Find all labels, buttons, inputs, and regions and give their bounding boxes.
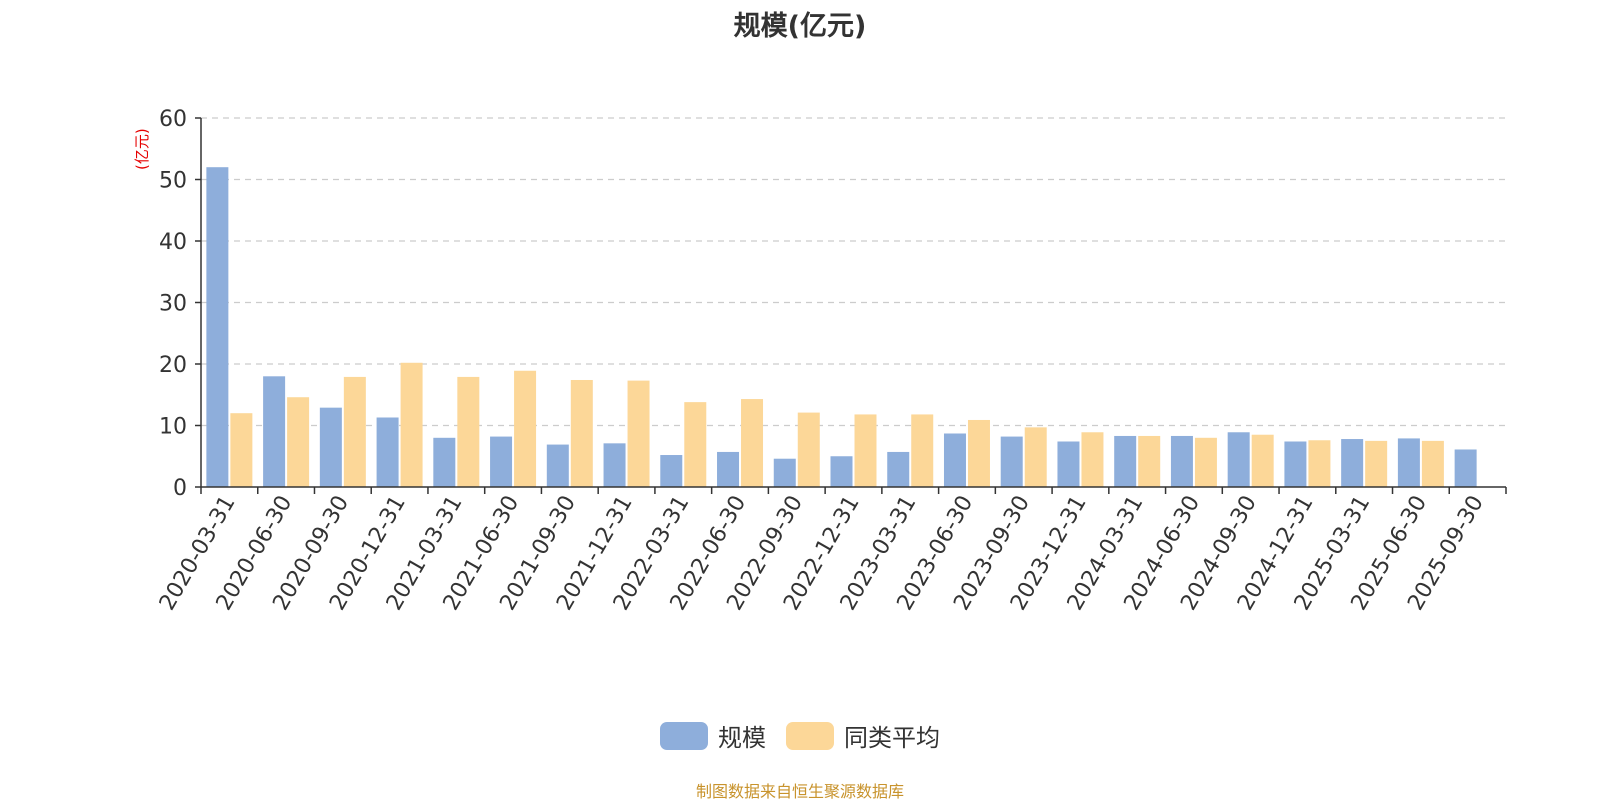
bar-peer-average[interactable] <box>1365 440 1388 487</box>
bar-peer-average[interactable] <box>911 414 934 487</box>
bar-peer-average[interactable] <box>1138 435 1161 487</box>
y-tick-label: 60 <box>159 107 187 132</box>
legend-label-peer-average: 同类平均 <box>844 724 940 752</box>
bar-peer-average[interactable] <box>1251 434 1274 487</box>
bar-peer-average[interactable] <box>230 413 253 487</box>
chart-title: 规模(亿元) <box>733 11 867 42</box>
bar-peer-average[interactable] <box>967 419 990 487</box>
bar-peer-average[interactable] <box>627 380 650 487</box>
bar-scale[interactable] <box>773 458 796 487</box>
bar-scale[interactable] <box>1397 438 1420 487</box>
source-note: 制图数据来自恒生聚源数据库 <box>695 782 904 801</box>
bar-scale[interactable] <box>1170 435 1193 487</box>
bar-scale[interactable] <box>263 376 286 487</box>
y-tick-label: 20 <box>159 353 187 378</box>
bar-scale[interactable] <box>717 451 740 487</box>
bar-scale[interactable] <box>830 456 853 487</box>
bar-peer-average[interactable] <box>287 397 310 487</box>
bar-peer-average[interactable] <box>741 399 764 487</box>
bar-scale[interactable] <box>1227 432 1250 487</box>
legend-swatch-scale <box>660 721 708 750</box>
bar-peer-average[interactable] <box>1421 440 1444 487</box>
bar-peer-average[interactable] <box>457 376 480 487</box>
bar-peer-average[interactable] <box>1194 437 1217 487</box>
legend-label-scale: 规模 <box>718 724 766 752</box>
axes <box>195 117 1507 494</box>
bar-peer-average[interactable] <box>684 402 707 487</box>
grid-lines <box>201 117 1506 427</box>
bar-scale[interactable] <box>1000 436 1023 487</box>
bar-peer-average[interactable] <box>400 362 423 487</box>
bar-scale[interactable] <box>319 407 342 487</box>
legend: 规模 同类平均 <box>0 718 1600 753</box>
bar-scale[interactable] <box>1114 435 1137 487</box>
bar-peer-average[interactable] <box>343 376 366 487</box>
bar-peer-average[interactable] <box>570 379 593 487</box>
bar-scale[interactable] <box>546 444 569 487</box>
bar-scale[interactable] <box>490 436 513 487</box>
bar-peer-average[interactable] <box>1081 432 1104 487</box>
bar-peer-average[interactable] <box>797 412 820 487</box>
bar-scale[interactable] <box>376 417 399 487</box>
y-tick-labels: 0 10 20 30 40 50 60 <box>159 107 187 501</box>
y-tick-label: 40 <box>159 230 187 255</box>
bars <box>206 167 1477 487</box>
legend-swatch-peer-average <box>786 721 834 750</box>
bar-peer-average[interactable] <box>514 370 537 487</box>
bar-scale[interactable] <box>1341 439 1364 487</box>
y-tick-label: 30 <box>159 292 187 317</box>
bar-scale[interactable] <box>1057 441 1080 487</box>
bar-scale[interactable] <box>433 437 456 487</box>
bar-scale[interactable] <box>660 455 683 487</box>
y-tick-label: 10 <box>159 415 187 440</box>
bar-peer-average[interactable] <box>1308 440 1331 487</box>
bar-scale[interactable] <box>1284 441 1307 487</box>
x-tick-labels: 2020-03-312020-06-302020-09-302020-12-31… <box>155 491 1489 614</box>
bar-peer-average[interactable] <box>854 414 877 487</box>
y-tick-label: 0 <box>173 476 187 501</box>
bar-scale[interactable] <box>943 433 966 487</box>
bar-peer-average[interactable] <box>1024 427 1047 487</box>
bar-scale[interactable] <box>1454 449 1477 487</box>
y-tick-label: 50 <box>159 169 187 194</box>
legend-item-scale[interactable]: 规模 <box>660 718 766 753</box>
bar-scale[interactable] <box>206 167 229 487</box>
legend-item-peer-average[interactable]: 同类平均 <box>786 718 940 753</box>
bar-scale[interactable] <box>603 443 626 487</box>
bar-scale[interactable] <box>887 451 910 487</box>
